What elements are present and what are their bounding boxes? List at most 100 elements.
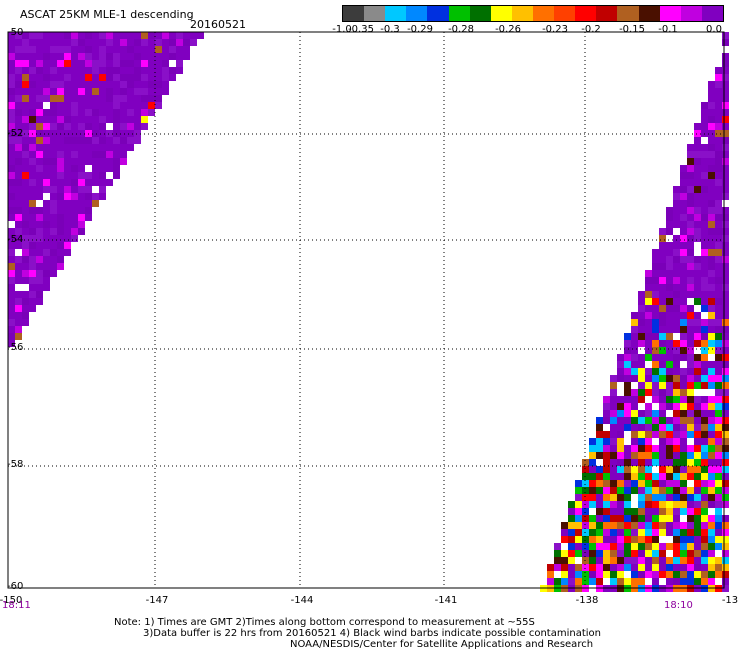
swath-pixel <box>582 480 589 487</box>
swath-pixel <box>708 361 715 368</box>
swath-pixel <box>29 172 36 179</box>
swath-pixel <box>680 452 687 459</box>
swath-pixel <box>8 144 15 151</box>
swath-pixel <box>29 60 36 67</box>
swath-pixel <box>71 200 78 207</box>
swath-pixel <box>568 571 575 578</box>
swath-pixel <box>694 557 701 564</box>
swath-pixel <box>36 53 43 60</box>
swath-pixel <box>99 102 106 109</box>
swath-pixel <box>99 137 106 144</box>
swath-pixel <box>50 228 57 235</box>
swath-pixel <box>99 95 106 102</box>
swath-pixel <box>715 326 722 333</box>
swath-pixel <box>694 207 701 214</box>
swath-pixel <box>582 571 589 578</box>
swath-pixel <box>659 242 666 249</box>
swath-pixel <box>694 186 701 193</box>
swath-pixel <box>638 473 645 480</box>
swath-pixel <box>57 158 64 165</box>
swath-pixel <box>624 382 631 389</box>
swath-pixel <box>155 95 162 102</box>
swath-pixel <box>106 60 113 67</box>
swath-pixel <box>113 32 120 39</box>
swath-pixel <box>64 102 71 109</box>
swath-pixel <box>8 263 15 270</box>
x-tick-label: -141 <box>434 595 458 606</box>
swath-pixel <box>624 389 631 396</box>
swath-pixel <box>701 557 708 564</box>
swath-pixel <box>78 116 85 123</box>
swath-pixel <box>8 102 15 109</box>
swath-pixel <box>680 228 687 235</box>
swath-pixel <box>652 361 659 368</box>
swath-pixel <box>659 403 666 410</box>
swath-pixel <box>8 137 15 144</box>
swath-pixel <box>50 151 57 158</box>
swath-pixel <box>148 53 155 60</box>
swath-pixel <box>43 144 50 151</box>
swath-pixel <box>568 522 575 529</box>
swath-pixel <box>561 529 568 536</box>
swath-pixel <box>22 60 29 67</box>
swath-pixel <box>596 557 603 564</box>
swath-pixel <box>85 67 92 74</box>
swath-pixel <box>617 361 624 368</box>
swath-pixel <box>155 46 162 53</box>
swath-pixel <box>673 550 680 557</box>
swath-pixel <box>589 466 596 473</box>
swath-pixel <box>603 431 610 438</box>
swath-pixel <box>687 445 694 452</box>
swath-pixel <box>715 536 722 543</box>
swath-pixel <box>43 95 50 102</box>
swath-pixel <box>687 305 694 312</box>
swath-pixel <box>50 81 57 88</box>
swath-pixel <box>36 130 43 137</box>
swath-pixel <box>631 431 638 438</box>
swath-pixel <box>155 74 162 81</box>
swath-pixel <box>659 424 666 431</box>
colorbar-segment <box>554 6 576 21</box>
swath-pixel <box>64 158 71 165</box>
swath-pixel <box>680 319 687 326</box>
swath-pixel <box>29 109 36 116</box>
swath-pixel <box>708 368 715 375</box>
swath-pixel <box>22 123 29 130</box>
swath-pixel <box>666 270 673 277</box>
swath-pixel <box>680 200 687 207</box>
swath-pixel <box>106 151 113 158</box>
swath-pixel <box>659 480 666 487</box>
swath-pixel <box>71 235 78 242</box>
swath-pixel <box>50 39 57 46</box>
swath-pixel <box>673 242 680 249</box>
swath-pixel <box>687 578 694 585</box>
swath-pixel <box>652 284 659 291</box>
swath-pixel <box>15 46 22 53</box>
swath-pixel <box>708 256 715 263</box>
swath-pixel <box>715 207 722 214</box>
swath-pixel <box>8 214 15 221</box>
swath-pixel <box>57 165 64 172</box>
swath-pixel <box>603 564 610 571</box>
swath-pixel <box>99 172 106 179</box>
swath-pixel <box>582 487 589 494</box>
swath-pixel <box>659 501 666 508</box>
swath-pixel <box>722 508 729 515</box>
swath-pixel <box>708 410 715 417</box>
swath-pixel <box>652 319 659 326</box>
swath-pixel <box>694 445 701 452</box>
swath-pixel <box>680 291 687 298</box>
swath-pixel <box>596 543 603 550</box>
swath-pixel <box>666 382 673 389</box>
swath-pixel <box>603 459 610 466</box>
swath-pixel <box>22 284 29 291</box>
swath-pixel <box>722 46 729 53</box>
swath-pixel <box>652 389 659 396</box>
swath-pixel <box>659 396 666 403</box>
swath-pixel <box>610 459 617 466</box>
swath-pixel <box>638 396 645 403</box>
swath-pixel <box>568 508 575 515</box>
swath-pixel <box>687 459 694 466</box>
swath-pixel <box>708 193 715 200</box>
swath-pixel <box>8 158 15 165</box>
